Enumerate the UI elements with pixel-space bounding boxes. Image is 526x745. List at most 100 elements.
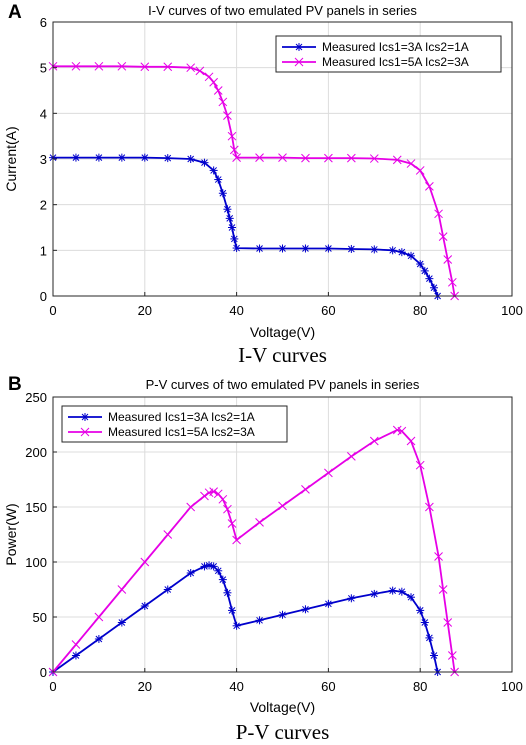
series-1-marker-23-b xyxy=(406,436,416,446)
x-tick-label: 80 xyxy=(413,679,427,694)
x-tick-label: 40 xyxy=(229,303,243,318)
series-0-marker-25-d2 xyxy=(421,619,429,626)
y-tick-label: 3 xyxy=(40,152,47,167)
series-1-marker-18-b xyxy=(301,153,310,163)
series-1-marker-25-b xyxy=(425,182,434,191)
figure-caption: I-V curves xyxy=(238,343,327,367)
series-1-marker-15-b xyxy=(232,153,241,162)
series-0-marker-10-d2 xyxy=(219,189,227,197)
plot-area xyxy=(53,397,512,672)
series-0-marker-9-d2 xyxy=(214,176,222,183)
series-1-marker-22-b xyxy=(397,426,407,436)
series-0-marker-1-d2 xyxy=(72,652,80,659)
series-0-marker-12-d2 xyxy=(224,589,231,597)
series-1-marker-11-b xyxy=(218,97,228,107)
series-1-marker-23-b xyxy=(406,159,416,168)
legend-label: Measured Ics1=5A Ics2=3A xyxy=(322,55,469,69)
series-1-marker-16-b xyxy=(255,153,264,162)
series-1-marker-9-b xyxy=(209,487,219,496)
series-0-marker-5-d2 xyxy=(164,154,172,162)
series-0-marker-23-d2 xyxy=(407,593,415,601)
x-tick-label: 60 xyxy=(321,303,335,318)
series-1-marker-24-b xyxy=(415,166,425,175)
series-1-marker-3-b xyxy=(117,585,127,594)
series-1-marker-20-b xyxy=(346,153,356,163)
y-tick-label: 250 xyxy=(25,390,47,405)
chart-title: P-V curves of two emulated PV panels in … xyxy=(146,377,420,392)
legend-box xyxy=(61,405,288,443)
chart-panel-b: B P-V curves of two emulated PV panels in… xyxy=(3,374,523,744)
legend-marker-0-d2 xyxy=(295,43,303,51)
series-1-marker-1-b xyxy=(71,61,81,71)
series-0-marker-24-d2 xyxy=(407,252,415,260)
series-1 xyxy=(48,61,459,301)
series-1 xyxy=(48,425,459,677)
series-0-marker-28-d2 xyxy=(430,284,438,292)
series-0-marker-1-d2 xyxy=(72,154,80,161)
series-0-marker-22-d2 xyxy=(398,588,406,596)
series-1-marker-28-b xyxy=(443,255,453,264)
y-tick-label: 0 xyxy=(40,289,47,304)
series-0-marker-24-d2 xyxy=(416,607,424,614)
series-0-marker-12-d2 xyxy=(226,215,234,222)
series-1-marker-14-b xyxy=(229,145,239,155)
series-0-marker-13-d2 xyxy=(228,224,236,231)
series-1-marker-6-b xyxy=(186,63,196,73)
series-0-marker-20-d2 xyxy=(347,245,355,253)
x-tick-label: 100 xyxy=(501,303,523,318)
series-1-marker-2-b xyxy=(94,61,104,71)
series-0-marker-22-d2 xyxy=(389,246,397,254)
series-0-marker-26-d2 xyxy=(426,634,433,642)
series-0-marker-6-d2 xyxy=(187,569,195,577)
series-0-marker-27-d2 xyxy=(426,275,433,283)
legend-label: Measured Ics1=3A Ics2=1A xyxy=(322,40,469,54)
series-1-marker-17-b xyxy=(301,485,310,494)
series-0-marker-6-d2 xyxy=(187,155,195,163)
x-tick-label: 0 xyxy=(49,679,56,694)
series-0-marker-3-d2 xyxy=(118,154,126,161)
series-1-marker-29-b xyxy=(447,651,457,660)
series-0-marker-4-d2 xyxy=(141,602,149,610)
series-0-marker-7-d2 xyxy=(201,159,208,167)
series-1-marker-3-b xyxy=(117,61,127,71)
series-0-marker-4-d2 xyxy=(141,154,149,161)
series-0-marker-17-d2 xyxy=(302,605,309,613)
series-0-marker-26-d2 xyxy=(421,267,429,275)
series-0 xyxy=(49,153,442,300)
x-tick-label: 80 xyxy=(413,303,427,318)
series-1-marker-14-b xyxy=(232,535,241,545)
y-tick-label: 150 xyxy=(25,500,47,515)
series-0-marker-16-d2 xyxy=(279,611,286,619)
panel-letter: A xyxy=(8,2,22,23)
series-1-marker-7-b xyxy=(195,66,205,76)
series-0-marker-14-d2 xyxy=(233,622,240,630)
y-axis-label: Power(W) xyxy=(3,503,19,565)
series-0-marker-15-d2 xyxy=(256,616,263,624)
legend-box xyxy=(275,35,502,73)
series-1-marker-15-b xyxy=(255,518,264,527)
series-0-marker-14-d2 xyxy=(230,235,238,243)
x-tick-label: 40 xyxy=(229,679,243,694)
chart-panel-a: A I-V curves of two emulated PV panels in… xyxy=(3,2,523,367)
axes-box xyxy=(52,396,513,673)
y-axis-label: Current(A) xyxy=(3,126,19,191)
series-0-marker-17-d2 xyxy=(279,245,286,252)
series-1-marker-10-b xyxy=(213,489,223,499)
series-1-marker-22-b xyxy=(392,155,402,165)
series-1-marker-8-b xyxy=(204,72,214,82)
y-tick-label: 50 xyxy=(33,610,47,625)
series-0-marker-5-d2 xyxy=(164,586,172,593)
series-0-marker-19-d2 xyxy=(325,245,332,252)
series-1-marker-20-b xyxy=(369,436,379,446)
legend-marker-1-b xyxy=(294,57,304,67)
x-tick-label: 20 xyxy=(138,679,152,694)
series-1-marker-19-b xyxy=(324,153,333,163)
series-1-marker-13-b xyxy=(227,519,237,528)
series-1-marker-2-b xyxy=(94,612,104,622)
legend-label: Measured Ics1=5A Ics2=3A xyxy=(108,425,255,439)
y-tick-label: 0 xyxy=(40,665,47,680)
y-tick-label: 5 xyxy=(40,61,47,76)
series-1-marker-10-b xyxy=(213,86,223,95)
series-1-marker-12-b xyxy=(223,504,232,514)
